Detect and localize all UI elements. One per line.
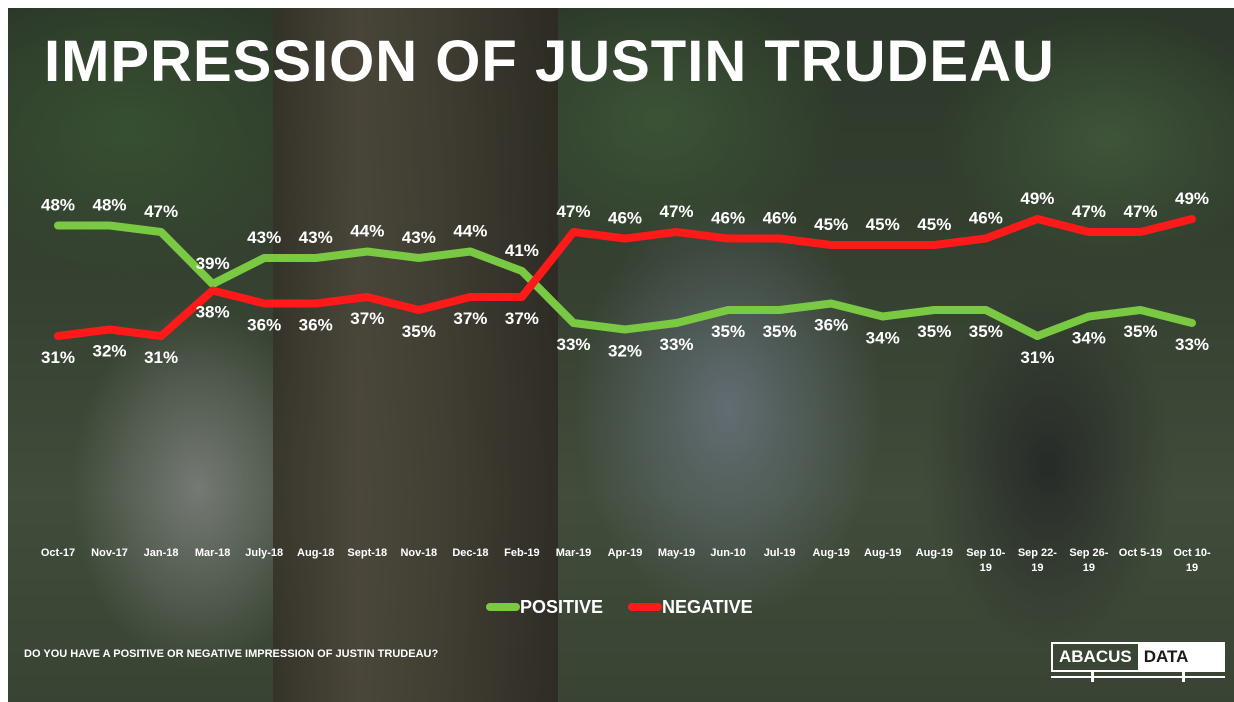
data-label-positive: 43%	[402, 228, 436, 247]
x-tick-label: Aug-19	[916, 547, 953, 559]
data-label-positive: 35%	[969, 322, 1003, 341]
data-label-positive: 44%	[350, 222, 384, 241]
data-label-negative: 49%	[1175, 189, 1209, 208]
background-shade	[8, 8, 1234, 702]
data-label-negative: 47%	[659, 202, 693, 221]
data-label-positive: 36%	[814, 316, 848, 335]
data-label-positive: 34%	[1072, 329, 1106, 348]
data-label-positive: 48%	[92, 196, 126, 215]
data-labels: 48% 48% 47% 39% 43% 43% 44% 43% 44% 41% 33% 32% 33% 3…	[41, 189, 1209, 367]
x-tick-label: Aug-18	[297, 547, 334, 559]
x-tick-label: Nov-17	[91, 547, 128, 559]
x-tick-label: Aug-19	[864, 547, 901, 559]
logo-rule	[1051, 676, 1225, 678]
legend: POSITIVE NEGATIVE	[486, 597, 753, 617]
x-tick-label: Mar-18	[195, 547, 230, 559]
data-label-positive: 47%	[144, 202, 178, 221]
series-line-negative	[54, 215, 1196, 340]
data-label-positive: 35%	[711, 322, 745, 341]
data-label-negative: 32%	[92, 342, 126, 361]
logo-text-abacus: ABACUS	[1059, 647, 1132, 666]
data-label-positive: 33%	[556, 335, 590, 354]
data-label-positive: 48%	[41, 196, 75, 215]
x-tick-label: May-19	[658, 547, 695, 559]
x-tick-label: Feb-19	[504, 547, 539, 559]
x-tick-label: Aug-19	[813, 547, 850, 559]
x-tick-label: Sep 22-19	[1018, 547, 1057, 574]
x-tick-label: Jan-18	[144, 547, 179, 559]
chart-title: IMPRESSION OF JUSTIN TRUDEAU	[44, 29, 1055, 94]
data-label-negative: 46%	[711, 209, 745, 228]
x-tick-label: Jun-10	[710, 547, 745, 559]
legend-label-positive: POSITIVE	[520, 597, 603, 617]
logo-tickmark	[1091, 672, 1094, 682]
data-label-negative: 37%	[350, 309, 384, 328]
slide-background	[8, 8, 1234, 702]
abacus-data-logo: ABACUS DATA	[1051, 642, 1225, 684]
data-label-positive: 35%	[917, 322, 951, 341]
x-tick-label: July-18	[245, 547, 283, 559]
data-label-negative: 37%	[453, 309, 487, 328]
data-label-negative: 45%	[866, 215, 900, 234]
x-tick-label: Sep 26-19	[1069, 547, 1108, 574]
data-label-positive: 35%	[763, 322, 797, 341]
data-label-positive: 44%	[453, 222, 487, 241]
data-label-positive: 39%	[196, 254, 230, 273]
data-label-negative: 31%	[41, 348, 75, 367]
data-label-negative: 36%	[299, 316, 333, 335]
data-label-negative: 38%	[196, 303, 230, 322]
x-axis-ticks: Oct-17 Nov-17 Jan-18 Mar-18 July-18 Aug-18 Sep…	[41, 547, 1211, 574]
logo-box: ABACUS DATA	[1051, 642, 1225, 672]
data-label-negative: 47%	[556, 202, 590, 221]
x-tick-label: Oct 5-19	[1119, 547, 1162, 559]
x-tick-label: Oct-17	[41, 547, 75, 559]
data-label-positive: 35%	[1123, 322, 1157, 341]
data-label-negative: 36%	[247, 316, 281, 335]
logo-text-data: DATA	[1137, 644, 1223, 670]
data-label-negative: 46%	[608, 209, 642, 228]
x-tick-label: Dec-18	[452, 547, 488, 559]
x-tick-label: Apr-19	[608, 547, 643, 559]
series-lines	[54, 215, 1196, 340]
data-label-positive: 34%	[866, 329, 900, 348]
data-label-negative: 45%	[814, 215, 848, 234]
data-label-positive: 33%	[659, 335, 693, 354]
legend-label-negative: NEGATIVE	[662, 597, 753, 617]
series-line-positive	[54, 221, 1196, 340]
data-label-negative: 49%	[1020, 189, 1054, 208]
x-tick-label: Sept-18	[347, 547, 387, 559]
x-tick-label: Oct 10-19	[1173, 547, 1211, 574]
x-tick-label: Jul-19	[764, 547, 796, 559]
x-tick-label: Mar-19	[556, 547, 591, 559]
data-label-negative: 31%	[144, 348, 178, 367]
data-label-negative: 37%	[505, 309, 539, 328]
data-label-positive: 31%	[1020, 348, 1054, 367]
data-label-negative: 47%	[1072, 202, 1106, 221]
data-label-positive: 33%	[1175, 335, 1209, 354]
logo-tickmark	[1182, 672, 1185, 682]
data-label-positive: 43%	[247, 228, 281, 247]
data-label-negative: 45%	[917, 215, 951, 234]
survey-question: DO YOU HAVE A POSITIVE OR NEGATIVE IMPRE…	[24, 648, 439, 660]
data-label-negative: 46%	[763, 209, 797, 228]
x-tick-label: Sep 10-19	[966, 547, 1005, 574]
data-label-negative: 47%	[1123, 202, 1157, 221]
data-label-negative: 46%	[969, 209, 1003, 228]
x-tick-label: Nov-18	[400, 547, 437, 559]
data-label-positive: 43%	[299, 228, 333, 247]
data-label-positive: 32%	[608, 342, 642, 361]
data-label-negative: 35%	[402, 322, 436, 341]
background-photo-tree	[273, 8, 558, 702]
data-label-positive: 41%	[505, 241, 539, 260]
